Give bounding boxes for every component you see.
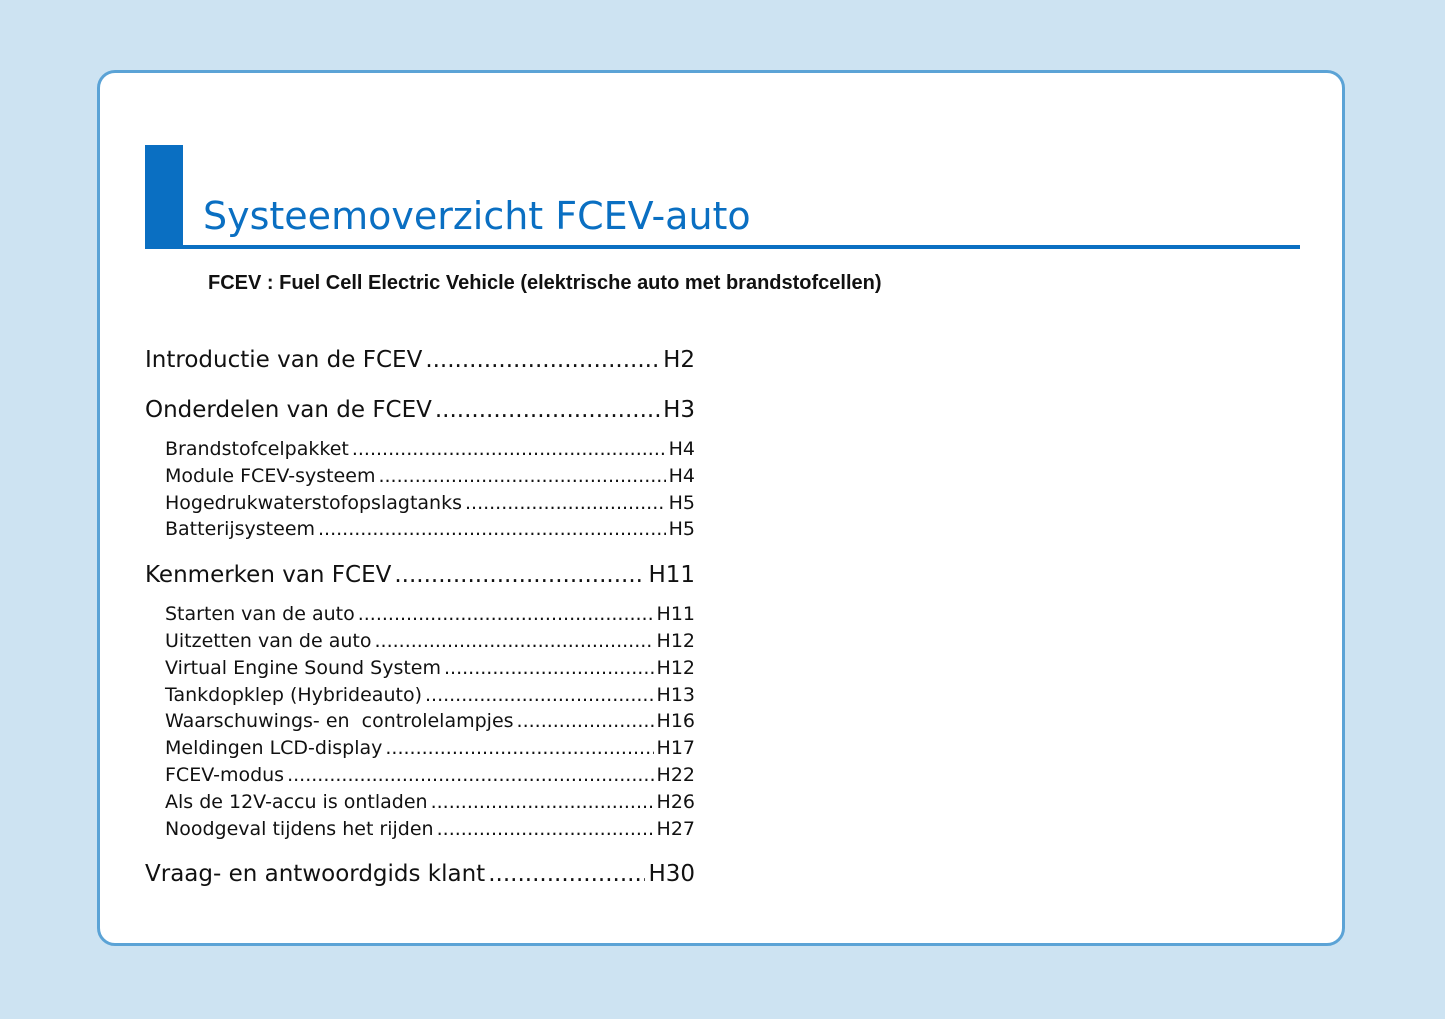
entry-page: H5 xyxy=(668,518,695,541)
entry-label: Tankdopklep (Hybrideauto) xyxy=(165,683,422,706)
toc-entry: Brandstofcelpakket H4 xyxy=(165,436,695,463)
leader xyxy=(435,392,660,428)
toc-entry: Introductie van de FCEV H2 xyxy=(145,342,695,386)
entry-label: Hogedrukwaterstofopslagtanks xyxy=(165,491,462,514)
toc-entry: Starten van de auto H11 xyxy=(165,601,695,628)
entry-page: H11 xyxy=(648,562,695,589)
leader xyxy=(318,516,666,542)
toc-entry: FCEV-modus H22 xyxy=(165,762,695,789)
entry-label: Waarschuwings- en controlelampjes xyxy=(165,710,514,733)
entry-page: H30 xyxy=(648,861,695,888)
entry-page: H11 xyxy=(656,603,695,626)
entry-label: Virtual Engine Sound System xyxy=(165,656,442,679)
leader xyxy=(488,856,645,892)
toc-entry: Onderdelen van de FCEV H3 xyxy=(145,392,695,436)
leader xyxy=(444,655,654,681)
entry-page: H26 xyxy=(656,790,695,813)
leader xyxy=(358,601,654,627)
leader xyxy=(517,708,654,734)
entry-page: H12 xyxy=(656,656,695,679)
toc-entry: Virtual Engine Sound System H12 xyxy=(165,655,695,682)
leader xyxy=(437,816,654,842)
entry-label: FCEV-modus xyxy=(165,763,285,786)
toc-entry: Hogedrukwaterstofopslagtanks H5 xyxy=(165,490,695,517)
card xyxy=(97,70,1345,946)
toc-group: Introductie van de FCEV H2 xyxy=(145,342,695,386)
entry-label: Meldingen LCD-display xyxy=(165,737,383,760)
toc-group: Onderdelen van de FCEV H3 Brandstofcelpakk… xyxy=(145,392,695,543)
leader xyxy=(465,490,666,516)
leader xyxy=(375,628,654,654)
title-bar xyxy=(145,145,183,249)
subtitle: FCEV : Fuel Cell Electric Vehicle (elekt… xyxy=(208,272,882,294)
entry-label: Kenmerken van FCEV xyxy=(145,562,392,589)
toc-entry: Vraag- en antwoordgids klant H30 xyxy=(145,856,695,900)
entry-page: H16 xyxy=(656,710,695,733)
toc-entry: Module FCEV-systeem H4 xyxy=(165,463,695,490)
entry-label: Noodgeval tijdens het rijden xyxy=(165,817,434,840)
leader xyxy=(394,557,645,593)
toc-entry: Kenmerken van FCEV H11 xyxy=(145,557,695,601)
toc-entry: Tankdopklep (Hybrideauto) H13 xyxy=(165,682,695,709)
entry-label: Uitzetten van de auto xyxy=(165,629,372,652)
leader xyxy=(287,762,653,788)
entry-label: Starten van de auto xyxy=(165,603,355,626)
toc-entry: Waarschuwings- en controlelampjes H16 xyxy=(165,708,695,735)
entry-label: Introductie van de FCEV xyxy=(145,347,423,373)
toc-entry: Als de 12V-accu is ontladen H26 xyxy=(165,789,695,816)
entry-page: H12 xyxy=(656,629,695,652)
entry-label: Als de 12V-accu is ontladen xyxy=(165,790,428,813)
toc-group: Kenmerken van FCEVH11Starten van de auto… xyxy=(145,557,695,842)
entry-label: Module FCEV-systeem xyxy=(165,464,376,487)
entry-page: H3 xyxy=(663,397,695,423)
toc-group: Vraag- en antwoordgids klant H30 xyxy=(145,856,695,900)
leader xyxy=(385,735,653,761)
toc-entry: Noodgeval tijdens het rijden H27 xyxy=(165,816,695,843)
entry-page: H17 xyxy=(656,737,695,760)
entry-page: H4 xyxy=(668,438,695,460)
leader xyxy=(378,463,665,489)
toc-entry: Uitzetten van de auto H12 xyxy=(165,628,695,655)
title: Systeemoverzicht FCEV-auto xyxy=(203,194,751,238)
entry-page: H5 xyxy=(668,491,695,514)
entry-page: H22 xyxy=(656,763,695,786)
entry-label: Batterijsysteem xyxy=(165,518,316,541)
toc: Introductie van de FCEV H2 Onderdelen van … xyxy=(145,342,695,906)
leader xyxy=(431,789,654,815)
entry-label: Onderdelen van de FCEV xyxy=(145,397,432,423)
leader xyxy=(425,682,654,708)
leader xyxy=(425,342,660,378)
leader xyxy=(352,436,666,462)
title-rule xyxy=(145,245,1300,249)
entry-page: H27 xyxy=(656,817,695,840)
entry-page: H4 xyxy=(668,464,695,487)
entry-page: H13 xyxy=(656,683,695,706)
entry-label: Vraag- en antwoordgids klant xyxy=(145,861,486,888)
toc-entry: Meldingen LCD-display H17 xyxy=(165,735,695,762)
entry-label: Brandstofcelpakket xyxy=(165,438,349,460)
entry-page: H2 xyxy=(663,347,695,373)
toc-entry: Batterijsysteem H5 xyxy=(165,516,695,543)
